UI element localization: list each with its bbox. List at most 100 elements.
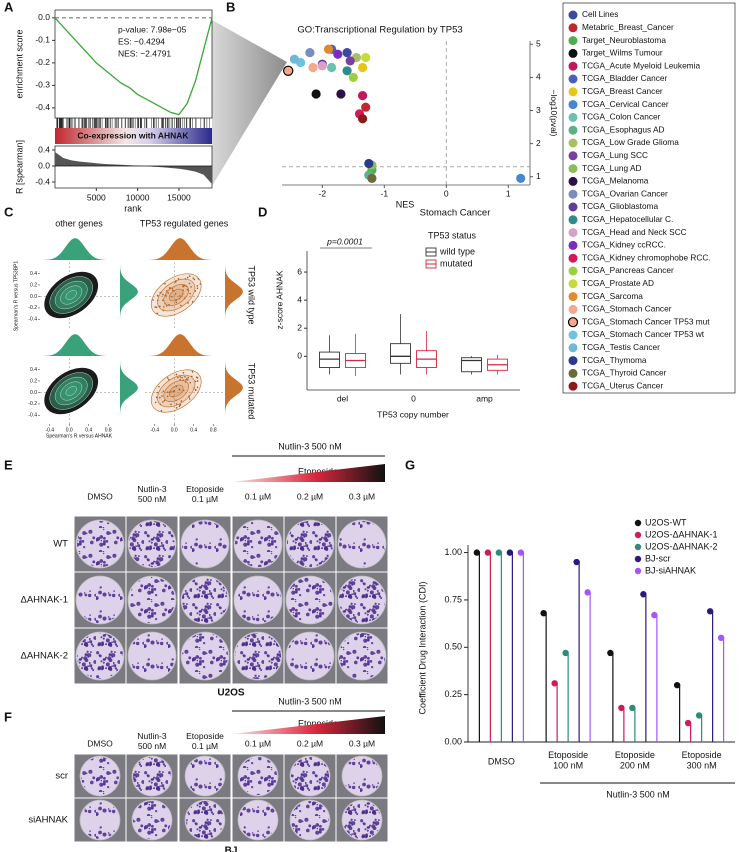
point-cloud (175, 403, 178, 405)
lollipop-head (573, 558, 580, 566)
point (358, 91, 368, 101)
legend-label: TCGA_Uterus Cancer (582, 380, 663, 390)
plate-colonies (129, 633, 175, 679)
point-cloud (178, 388, 181, 391)
plate-colonies (339, 521, 385, 567)
annotation: p=0.0001 (326, 236, 363, 246)
lollipop-head (473, 549, 481, 556)
lollipop-head (695, 712, 703, 719)
density-contour (168, 384, 184, 398)
point-cloud (188, 275, 191, 277)
legend-swatch (568, 48, 578, 58)
plate-colonies (129, 577, 175, 623)
treatment-label: Nutlin-3 500 nM (606, 789, 670, 799)
column-header: Nutlin-3 500 nM (137, 484, 167, 504)
panel-label: G (405, 457, 415, 472)
legend-label: TCGA_Kidney ccRCC. (582, 240, 666, 250)
point-cloud (156, 391, 159, 394)
x-tick-label: Etoposide 200 nM (615, 750, 655, 770)
y-axis-label: Spearman's R versus TP53BP1 (13, 261, 19, 332)
x-axis-label: TP53 copy number (377, 409, 449, 419)
marginal-density (120, 358, 138, 424)
point-cloud (175, 373, 178, 376)
legend-label: Cell Lines (582, 9, 618, 19)
legend-swatch (568, 10, 578, 20)
column-header: 0.1 µM (245, 491, 271, 501)
y-tick-label: 0.4 (38, 144, 50, 154)
x-tick-label: 1 (506, 188, 511, 198)
point-cloud (171, 288, 174, 290)
legend-swatch (568, 381, 578, 391)
point-cloud (158, 385, 160, 388)
plate-colonies (77, 633, 123, 679)
column-title: other genes (55, 218, 103, 228)
legend-swatch (634, 531, 642, 539)
x-axis-label: NES (396, 199, 415, 209)
point-cloud (191, 300, 194, 303)
point (358, 62, 368, 73)
legend-label: TCGA_Bladder Cancer (582, 73, 668, 83)
text-line: 100 nM (553, 761, 583, 771)
legend-swatch (568, 87, 578, 97)
point-cloud (162, 293, 164, 296)
legend-swatch (568, 368, 578, 378)
legend-swatch (568, 36, 578, 46)
marginal-density (145, 334, 223, 356)
legend-swatch (568, 343, 578, 353)
point (289, 54, 299, 64)
density-contour (168, 288, 184, 302)
gradient-label: Etoposide (298, 466, 338, 476)
legend-label: TCGA_Glioblastoma (582, 201, 658, 211)
y-tick-label: 0 (297, 351, 302, 361)
plate-colonies (343, 801, 381, 839)
point (367, 173, 377, 183)
point-cloud (162, 390, 165, 392)
plate-colonies (239, 801, 277, 839)
y-tick-label: 0.0 (30, 390, 37, 396)
point-cloud (162, 306, 165, 308)
legend-label: TCGA_Colon Cancer (582, 112, 661, 122)
gradient-label: Etoposide (298, 718, 338, 728)
point (333, 49, 343, 59)
chart-title: Stomach Cancer (420, 208, 491, 219)
point-cloud (188, 282, 191, 285)
lollipop-head (540, 609, 547, 617)
point-cloud (155, 306, 158, 309)
plate-colonies (235, 521, 281, 567)
point-cloud (182, 371, 185, 374)
panel-label: A (4, 0, 14, 14)
row-title: TP53 wild type (247, 265, 257, 324)
column-header: 0.1 µM (245, 738, 271, 748)
legend-label: TCGA_Low Grade Glioma (582, 137, 679, 147)
y-tick-label: 4 (536, 72, 541, 82)
y-tick-label: -0.3 (35, 80, 50, 90)
column-header: DMSO (87, 738, 113, 748)
lollipop-head (629, 704, 636, 712)
legend-swatch (568, 176, 578, 186)
text-line: Etoposide (682, 750, 722, 760)
x-tick-label: amp (476, 393, 493, 403)
legend-label: TCGA_Ovarian Cancer (582, 188, 668, 198)
x-tick-label: 0.4 (190, 427, 197, 433)
point-cloud (159, 305, 161, 308)
point-cloud (156, 312, 159, 315)
plate-colonies (239, 757, 277, 795)
legend-swatch (568, 202, 578, 212)
legend-swatch (568, 215, 578, 225)
legend-swatch (568, 23, 578, 33)
panel-label: B (226, 0, 235, 14)
y-tick-label: -0.2 (35, 57, 50, 67)
text-line: 500 nM (138, 494, 166, 504)
plate-colonies (343, 757, 381, 795)
point-cloud (193, 278, 196, 281)
lollipop-head (706, 608, 714, 615)
y-tick-label: 2 (536, 138, 541, 148)
x-tick-label: -1 (381, 188, 389, 198)
legend-swatch (568, 279, 578, 289)
y-tick-label: 0.4 (30, 271, 37, 277)
point (283, 65, 294, 76)
point-cloud (190, 286, 192, 288)
point-cloud (182, 285, 184, 287)
lollipop-head (584, 589, 591, 596)
x-tick-label: 0.8 (105, 427, 112, 433)
